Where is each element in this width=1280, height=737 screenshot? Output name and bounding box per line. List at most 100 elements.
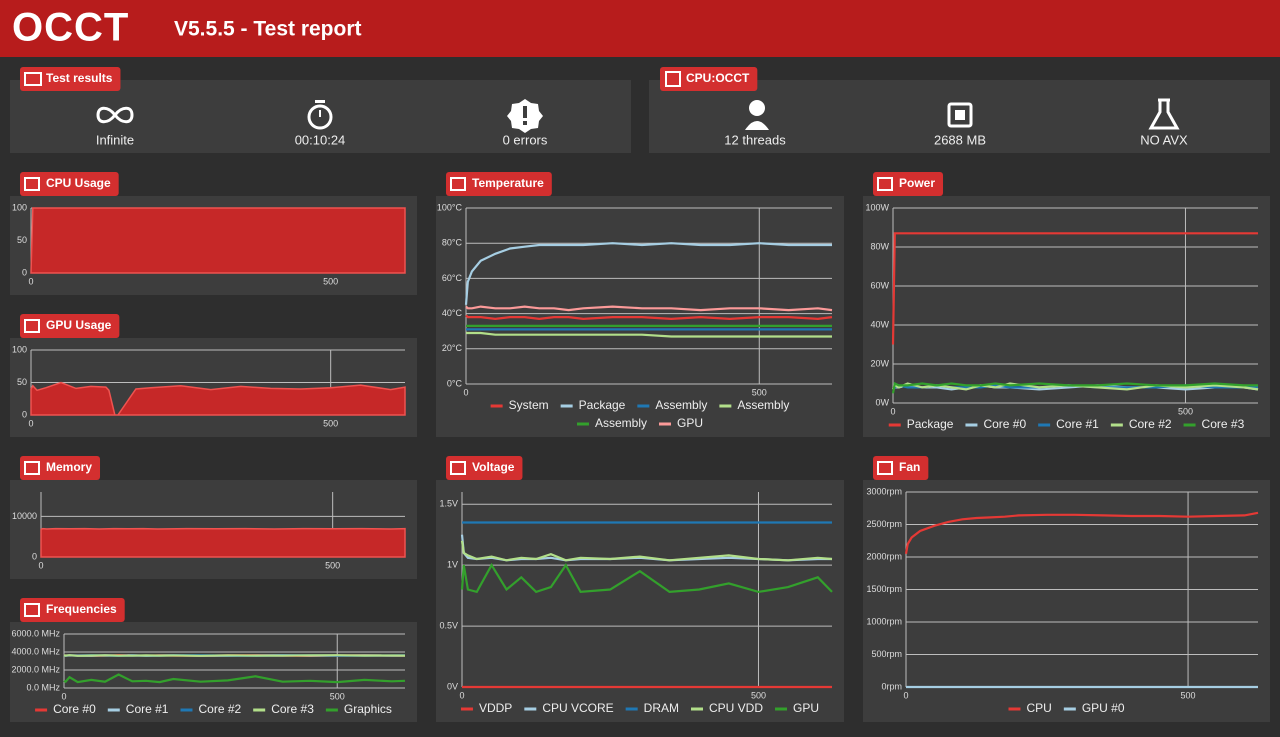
legend-label: GPU #0 [1082,701,1125,715]
chip-core [955,110,965,120]
y-tick-label: 1V [447,560,458,570]
series-line [460,540,833,562]
y-tick-label: 2000.0 MHz [11,664,60,674]
worker-body [745,121,769,130]
legend-label: Core #2 [198,702,241,716]
legend-label: Core #3 [1202,417,1245,431]
info-label: Infinite [96,132,134,147]
series-line [466,331,832,338]
legend-label: System [509,398,549,412]
badge-icon [665,71,681,87]
y-tick-label: 100°C [437,202,463,212]
badge-icon [24,177,40,191]
y-tick-label: 0.0 MHz [26,682,60,692]
x-tick-label: 0 [61,691,66,701]
badge-icon [450,177,466,191]
x-tick-label: 0 [890,406,895,416]
y-tick-label: 60°C [442,273,463,283]
info-label: 0 errors [503,132,548,147]
panel-badge [20,598,125,622]
panel-title: Memory [46,460,92,474]
x-tick-label: 500 [1181,690,1196,700]
legend-label: Core #2 [1129,417,1172,431]
legend-label: Core #0 [983,417,1026,431]
series-line [465,314,833,321]
series-line [464,242,832,305]
legend-label: CPU [1026,701,1051,715]
y-tick-label: 20W [870,358,889,368]
y-tick-label: 0W [876,397,890,407]
panel-title: Temperature [472,176,544,190]
series-line [460,562,833,594]
x-tick-label: 500 [323,276,338,286]
y-tick-label: 1500rpm [866,584,902,594]
y-tick-label: 100 [12,202,27,212]
y-tick-label: 50 [17,377,27,387]
x-tick-label: 0 [28,418,33,428]
y-tick-label: 1.5V [439,499,458,509]
y-tick-label: 0 [22,409,27,419]
badge-icon [24,319,40,333]
y-tick-label: 60W [870,280,889,290]
legend-label: Graphics [344,702,392,716]
series-line [891,232,1258,345]
chart-panel [863,480,1270,722]
legend-label: DRAM [644,701,679,715]
panel-title: Voltage [472,460,515,474]
badge-icon [24,461,40,475]
legend-label: CPU VCORE [542,701,613,715]
legend-label: Assembly [737,398,789,412]
panel-badge [20,314,120,338]
y-tick-label: 100W [865,202,889,212]
y-tick-label: 3000rpm [866,486,902,496]
chart-panel [863,196,1270,437]
legend-label: GPU [793,701,819,715]
info-label: 2688 MB [934,132,986,147]
x-tick-label: 0 [28,276,33,286]
y-tick-label: 4000.0 MHz [11,646,60,656]
panel-badge [20,172,119,196]
y-tick-label: 0°C [447,378,463,388]
y-tick-label: 0 [22,267,27,277]
badge-icon [24,72,42,86]
legend-label: Package [579,398,626,412]
x-tick-label: 500 [752,387,767,397]
x-tick-label: 0 [463,387,468,397]
panel-title: Power [899,176,935,190]
x-tick-label: 500 [330,691,345,701]
y-tick-label: 6000.0 MHz [11,628,60,638]
x-tick-label: 500 [325,560,340,570]
flask-icon [1148,98,1180,130]
series-line [63,654,406,657]
badge-icon [24,603,40,617]
y-tick-label: 500rpm [871,649,902,659]
error-mark [523,106,527,118]
y-tick-label: 2000rpm [866,551,902,561]
panel-title: Frequencies [46,602,117,616]
chip-icon [947,102,973,128]
series-line [63,673,406,684]
panel-title: CPU Usage [46,176,111,190]
legend-label: CPU VDD [709,701,763,715]
y-tick-label: 0.5V [439,620,458,630]
legend-label: Assembly [655,398,707,412]
badge-icon [877,177,893,191]
legend-label: GPU [677,416,703,430]
legend-label: Assembly [595,416,647,430]
badge-icon [877,461,893,475]
y-tick-label: 0 [32,551,37,561]
legend-label: VDDP [479,701,512,715]
y-tick-label: 1000rpm [866,616,902,626]
y-tick-label: 0V [447,681,458,691]
header-title: V5.5.5 - Test report [174,18,362,41]
panel-badge [20,456,101,480]
y-tick-label: 80°C [442,238,463,248]
chart-panel [10,622,417,722]
area [40,527,406,558]
info-label: 00:10:24 [295,132,346,147]
legend-label: Core #1 [1056,417,1099,431]
legend-label: Core #0 [53,702,96,716]
x-tick-label: 500 [1178,406,1193,416]
badge-icon [450,461,466,475]
x-tick-label: 0 [459,690,464,700]
